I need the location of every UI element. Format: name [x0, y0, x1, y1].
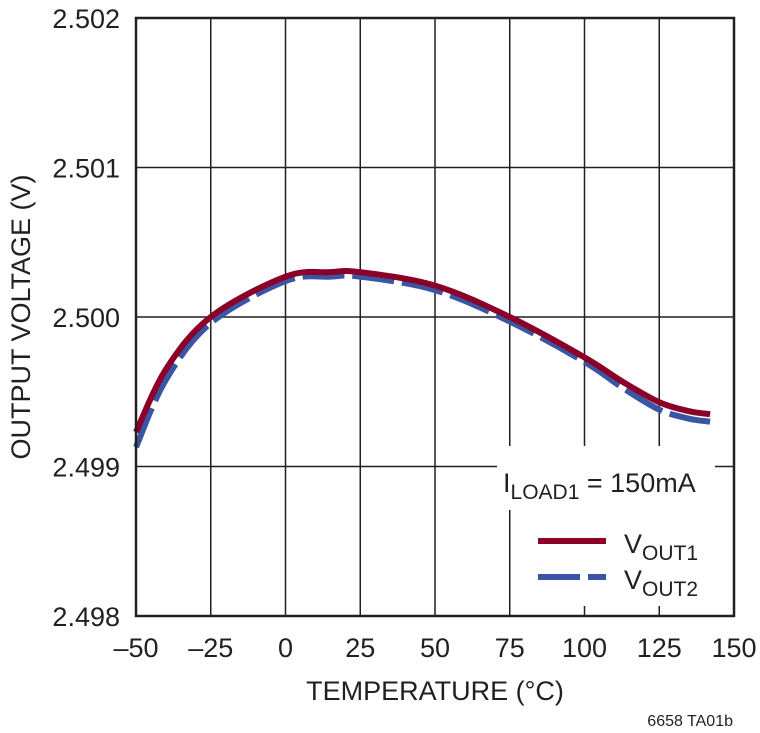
- legend-label-vout2: VOUT2: [624, 565, 698, 601]
- x-tick-label: 125: [637, 633, 682, 663]
- series-group: [133, 267, 711, 449]
- series-line-vout2: [133, 272, 711, 449]
- y-tick-labels: 2.498 2.499 2.500 2.501 2.502: [52, 4, 120, 632]
- x-tick-label: –50: [113, 633, 158, 663]
- x-axis-label: TEMPERATURE (°C): [306, 676, 564, 706]
- y-tick-label: 2.500: [52, 303, 120, 333]
- legend-label-vout1: VOUT1: [624, 529, 698, 565]
- x-tick-label: 50: [420, 633, 450, 663]
- x-tick-label: 0: [278, 633, 293, 663]
- x-tick-label: 100: [562, 633, 607, 663]
- y-tick-label: 2.499: [52, 453, 120, 483]
- y-axis-label: OUTPUT VOLTAGE (V): [6, 174, 36, 459]
- y-tick-label: 2.502: [52, 4, 120, 34]
- plot-frame: [134, 16, 736, 618]
- x-tick-label: 150: [711, 633, 756, 663]
- load-annotation: ILOAD1 = 150mA: [503, 468, 696, 504]
- x-tick-label: –25: [188, 633, 233, 663]
- legend: ILOAD1 = 150mA VOUT1 VOUT2: [497, 446, 733, 606]
- y-tick-label: 2.498: [52, 602, 120, 632]
- y-tick-label: 2.501: [52, 154, 120, 184]
- series-line-vout1: [133, 267, 711, 434]
- x-tick-label: 25: [345, 633, 375, 663]
- figure-id: 6658 TA01b: [647, 713, 733, 730]
- x-tick-labels: –50 –25 0 25 50 75 100 125 150: [113, 633, 756, 663]
- x-tick-label: 75: [495, 633, 525, 663]
- legend-background: [511, 469, 733, 606]
